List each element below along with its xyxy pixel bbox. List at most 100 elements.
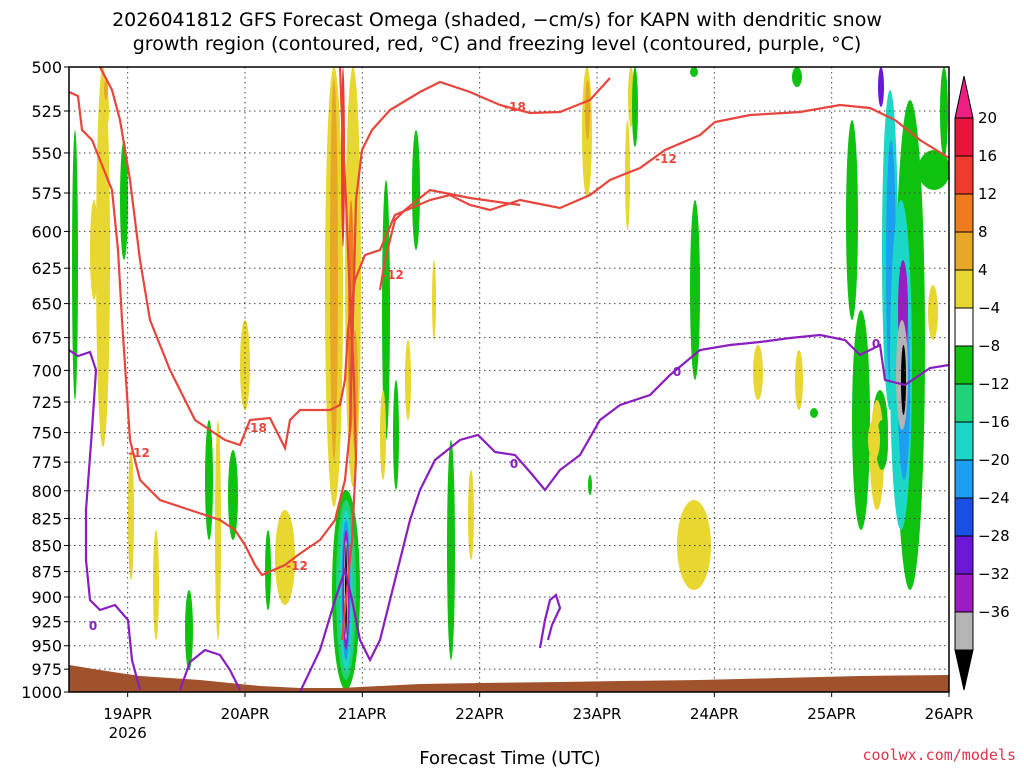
colorbar-swatch xyxy=(954,155,974,195)
omega-shading-o8 xyxy=(585,80,590,140)
purple-contour-label: 0 xyxy=(872,337,880,351)
colorbar-bottom-triangle xyxy=(954,649,974,691)
colorbar-swatch xyxy=(954,497,974,537)
red-contour-label: -12 xyxy=(655,152,677,166)
y-tick-label: 900 xyxy=(31,588,62,607)
red-contour-label: -12 xyxy=(286,559,308,573)
red-contour-label: -18 xyxy=(504,100,526,114)
omega-shading-g4 xyxy=(185,590,193,670)
purple-contour-1 xyxy=(178,648,241,691)
omega-shading-y4 xyxy=(128,450,134,580)
colorbar-swatch xyxy=(954,269,974,309)
credit-text: coolwx.com/models xyxy=(862,746,1016,764)
colorbar-swatch xyxy=(954,345,974,385)
omega-shading-y4 xyxy=(240,320,250,410)
omega-shading-y4 xyxy=(275,510,295,605)
omega-shading-g4 xyxy=(393,380,399,490)
colorbar-swatch xyxy=(954,459,974,499)
colorbar-swatch xyxy=(954,573,974,613)
y-tick-label: 825 xyxy=(31,510,62,529)
y-tick-label: 800 xyxy=(31,482,62,501)
y-tick-label: 850 xyxy=(31,536,62,555)
red-contour-1 xyxy=(99,67,949,452)
red-contour-label: -12 xyxy=(128,446,150,460)
red-contour-label: -18 xyxy=(245,421,267,435)
x-tick-label: 26APR xyxy=(925,705,974,723)
y-tick-label: 975 xyxy=(31,660,62,679)
y-tick-label: 700 xyxy=(31,361,62,380)
x-tick-label: 24APR xyxy=(690,705,739,723)
colorbar: 20 16 12 8 4 −4 −8 −12 −16 −20 −24 −28 −32 −36 xyxy=(954,75,1010,691)
x-tick-label: 23APR xyxy=(573,705,622,723)
contour-labels: -18 -12 -18 -12 -12 -12 0 0 0 0 xyxy=(89,100,880,633)
y-tick-label: 1000 xyxy=(21,683,62,702)
omega-shading-y4 xyxy=(868,420,880,460)
omega-shading-g4 xyxy=(694,250,700,320)
colorbar-swatch xyxy=(954,117,974,157)
colorbar-swatch xyxy=(954,611,974,651)
y-tick-label: 525 xyxy=(31,102,62,121)
omega-shading-g4 xyxy=(632,67,638,147)
y-tick-label: 575 xyxy=(31,184,62,203)
grid-lines xyxy=(69,66,950,693)
colorbar-label: 12 xyxy=(978,185,997,203)
contour-lines xyxy=(69,67,949,692)
omega-shading-g4 xyxy=(228,450,238,540)
colorbar-label: −8 xyxy=(978,337,1000,355)
omega-shading-g4 xyxy=(120,140,128,260)
omega-shading-g4 xyxy=(792,67,802,87)
y-tick-label: 925 xyxy=(31,613,62,632)
x-tick-label: 25APR xyxy=(807,705,856,723)
omega-shading-g4 xyxy=(265,530,271,610)
omega-shading-y4 xyxy=(405,340,411,420)
y-tick-label: 600 xyxy=(31,222,62,241)
surface-terrain xyxy=(69,665,949,692)
colorbar-label: −24 xyxy=(978,489,1010,507)
colorbar-label: −4 xyxy=(978,299,1000,317)
red-contour-2 xyxy=(378,188,521,291)
plot-frame xyxy=(68,66,950,693)
colorbar-label: 4 xyxy=(978,261,988,279)
colorbar-swatch xyxy=(954,535,974,575)
purple-contour-label: 0 xyxy=(510,457,518,471)
omega-shading-y4 xyxy=(625,120,630,230)
colorbar-swatch xyxy=(954,307,974,347)
omega-shading-y4 xyxy=(928,285,938,340)
omega-shading-y4 xyxy=(96,67,110,447)
purple-contour-2 xyxy=(299,333,949,692)
y-tick-label: 500 xyxy=(31,58,62,77)
omega-shading-g4 xyxy=(205,420,213,540)
y-axis-ticks: 500 525 550 575 600 625 650 675 700 725 750 775 800 8… xyxy=(21,58,69,702)
omega-shading-g4 xyxy=(852,310,870,530)
omega-shading-y4 xyxy=(432,260,436,340)
red-contour-0 xyxy=(69,77,611,577)
omega-shading-g4 xyxy=(810,408,818,418)
purple-contour-label: 0 xyxy=(673,365,681,379)
x-axis-label: Forecast Time (UTC) xyxy=(419,748,600,768)
y-tick-label: 675 xyxy=(31,329,62,348)
colorbar-label: −32 xyxy=(978,565,1010,583)
purple-contour-0 xyxy=(69,349,142,691)
colorbar-top-triangle xyxy=(954,75,974,119)
omega-shading-y4 xyxy=(468,470,474,560)
omega-shading-g4 xyxy=(846,120,858,320)
colorbar-label: −36 xyxy=(978,603,1010,621)
omega-shading-g4 xyxy=(412,130,420,250)
omega-shading-blk xyxy=(901,345,906,415)
omega-shading xyxy=(72,67,949,690)
omega-shading-y4 xyxy=(215,420,221,640)
x-tick-label: 21APR xyxy=(338,705,387,723)
x-tick-sublabel: 2026 xyxy=(109,724,147,742)
omega-shading-g4 xyxy=(918,150,949,190)
omega-shading-g4 xyxy=(588,475,592,495)
colorbar-swatch xyxy=(954,383,974,423)
colorbar-label: −28 xyxy=(978,527,1010,545)
red-contour-label: -12 xyxy=(382,268,404,282)
omega-shading-v24 xyxy=(878,67,884,107)
colorbar-label: −16 xyxy=(978,413,1010,431)
y-tick-label: 625 xyxy=(31,259,62,278)
omega-shading-y4 xyxy=(753,345,763,400)
colorbar-swatch xyxy=(954,231,974,271)
